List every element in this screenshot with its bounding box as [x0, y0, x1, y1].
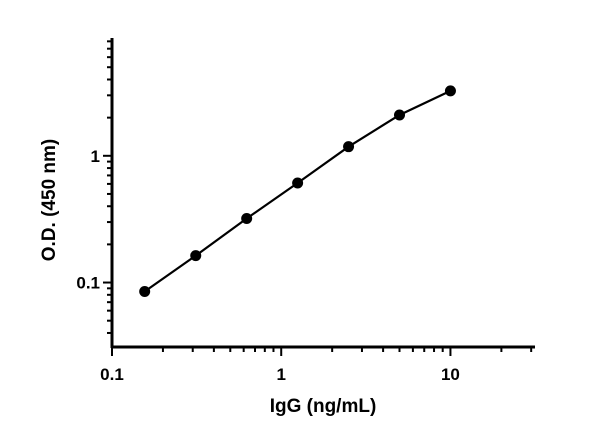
- data-point: [394, 109, 406, 121]
- fit-curve: [144, 89, 451, 293]
- data-point: [292, 177, 304, 189]
- data-point: [343, 141, 355, 153]
- x-tick-label: 10: [441, 365, 460, 384]
- plot-area: [139, 85, 456, 297]
- y-tick-label: 0.1: [76, 274, 100, 293]
- x-axis: 0.1 1 10: [100, 345, 535, 384]
- data-point: [444, 85, 456, 97]
- data-point: [139, 285, 151, 297]
- x-axis-title: IgG (ng/mL): [270, 396, 377, 417]
- y-axis: 0.11: [76, 38, 114, 348]
- y-tick-label: 1: [91, 147, 100, 166]
- x-tick-label: 1: [276, 365, 285, 384]
- x-tick-label: 0.1: [100, 365, 124, 384]
- data-point: [190, 250, 202, 262]
- y-axis-title: O.D. (450 nm): [39, 139, 60, 261]
- data-point: [241, 213, 253, 225]
